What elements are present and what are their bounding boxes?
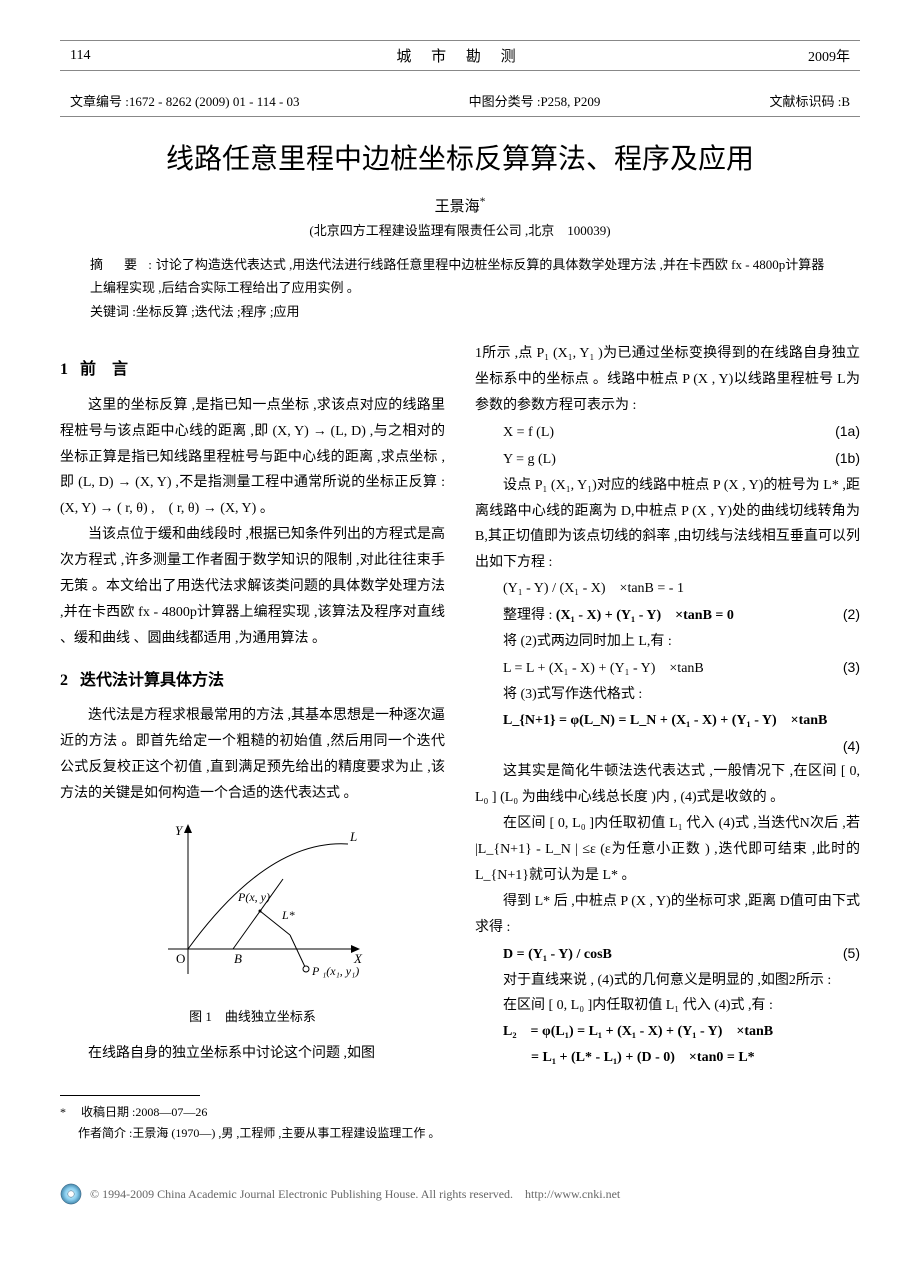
fig-curve-label: L	[349, 829, 357, 844]
eq-1a-num: (1a)	[835, 419, 860, 445]
para-4: 在线路自身的独立坐标系中讨论这个问题 ,如图	[60, 1041, 445, 1067]
received-date: 2008—07—26	[135, 1105, 207, 1119]
eq-4-formula: L_{N+1} = φ(L_N) = L_N + (X₁ - X) + (Y₁ …	[503, 708, 827, 734]
equation-pre2: (Y₁ - Y) / (X₁ - X) ×tanB = - 1	[475, 576, 860, 602]
footnote-separator	[60, 1095, 200, 1096]
section-2-num: 2	[60, 672, 68, 689]
abstract-block: 摘 要 :讨论了构造迭代表达式 ,用迭代法进行线路任意里程中边桩坐标反算的具体数…	[60, 253, 860, 323]
eq-3-formula: L = L + (X₁ - X) + (Y₁ - Y) ×tanB	[503, 656, 704, 682]
cnki-copyright: © 1994-2009 China Academic Journal Elect…	[90, 1185, 620, 1202]
disc-icon	[60, 1183, 82, 1205]
fig-y-label: Y	[175, 823, 184, 838]
author-sup: *	[480, 196, 486, 208]
author-bio-label: 作者简介 :	[78, 1126, 132, 1140]
eq-4-num: (4)	[843, 734, 860, 760]
equation-5: D = (Y₁ - Y) / cosB (5)	[475, 941, 860, 968]
doc-code-label: 文献标识码 :	[769, 94, 841, 109]
publication-year: 2009年	[750, 46, 850, 66]
received-date-label: 收稿日期 :	[81, 1105, 135, 1119]
section-1-num: 1	[60, 361, 68, 378]
abstract-text: 讨论了构造迭代表达式 ,用迭代法进行线路任意里程中边桩坐标反算的具体数学处理方法…	[90, 257, 824, 295]
journal-name: 城 市 勘 测	[170, 45, 750, 66]
section-1-title: 前 言	[80, 361, 128, 378]
keywords-text: 坐标反算 ;迭代法 ;程序 ;应用	[136, 304, 300, 319]
equation-4-num-row: (4)	[475, 734, 860, 760]
article-id-label: 文章编号 :	[70, 94, 129, 109]
equation-3: L = L + (X₁ - X) + (Y₁ - Y) ×tanB (3)	[475, 655, 860, 682]
clc-value: P258, P209	[540, 94, 600, 109]
doc-code: 文献标识码 :B	[769, 91, 850, 110]
equation-6a: L₂ = φ(L₁) = L₁ + (X₁ - X) + (Y₁ - Y) ×t…	[475, 1019, 860, 1045]
eq-1b-formula: Y = g (L)	[503, 447, 556, 473]
eq-pre2-formula: (Y₁ - Y) / (X₁ - X) ×tanB = - 1	[503, 576, 684, 602]
section-2-heading: 2 迭代法计算具体方法	[60, 666, 445, 696]
section-2-title: 迭代法计算具体方法	[80, 672, 224, 689]
page-header: 114 城 市 勘 测 2009年	[60, 40, 860, 71]
para-1: 这里的坐标反算 ,是指已知一点坐标 ,求该点对应的线路里程桩号与该点距中心线的距…	[60, 393, 445, 522]
abstract-label: 摘 要 :	[90, 257, 156, 272]
para-r3: 将 (2)式两边同时加上 L,有 :	[475, 629, 860, 655]
equation-6b: = L₁ + (L* - L₁) + (D - 0) ×tan0 = L*	[475, 1045, 860, 1071]
para-r6: 在区间 [ 0, L₀ ]内任取初值 L₁ 代入 (4)式 ,当迭代N次后 ,若…	[475, 811, 860, 889]
author-bio: 王景海 (1970—) ,男 ,工程师 ,主要从事工程建设监理工作 。	[132, 1126, 440, 1140]
left-column: 1 前 言 这里的坐标反算 ,是指已知一点坐标 ,求该点对应的线路里程桩号与该点距…	[60, 341, 445, 1071]
para-r9: 在区间 [ 0, L₀ ]内任取初值 L₁ 代入 (4)式 ,有 :	[475, 993, 860, 1019]
figure-1-caption: 图 1 曲线独立坐标系	[60, 1005, 445, 1029]
clc-number: 中图分类号 :P258, P209	[469, 91, 601, 110]
author-name: 王景海	[435, 199, 480, 215]
para-r4: 将 (3)式写作迭代格式 :	[475, 682, 860, 708]
figure-1-svg: O Y X L B P(x, y) L* P ₁(x₁, y₁)	[138, 819, 368, 999]
eq-1a-formula: X = f (L)	[503, 420, 554, 446]
para-r2: 设点 P₁ (X₁, Y₁)对应的线路中桩点 P (X , Y)的桩号为 L* …	[475, 473, 860, 577]
equation-2: 整理得 : (X₁ - X) + (Y₁ - Y) ×tanB = 0 (2)	[475, 602, 860, 629]
para-r5: 这其实是简化牛顿法迭代表达式 ,一般情况下 ,在区间 [ 0, L₀ ] (L₀…	[475, 759, 860, 811]
equation-1a: X = f (L) (1a)	[475, 419, 860, 446]
equation-1b: Y = g (L) (1b)	[475, 446, 860, 473]
eq-5-num: (5)	[843, 941, 860, 967]
article-id-value: 1672 - 8262 (2009) 01 - 114 - 03	[129, 94, 300, 109]
affiliation: (北京四方工程建设监理有限责任公司 ,北京 100039)	[60, 220, 860, 239]
para-3: 迭代法是方程求根最常用的方法 ,其基本思想是一种逐次逼近的方法 。即首先给定一个…	[60, 703, 445, 807]
meta-row: 文章编号 :1672 - 8262 (2009) 01 - 114 - 03 中…	[60, 91, 860, 117]
fig-lstar-label: L*	[281, 908, 295, 922]
eq-6a-formula: L₂ = φ(L₁) = L₁ + (X₁ - X) + (Y₁ - Y) ×t…	[503, 1019, 773, 1045]
eq-2-num: (2)	[843, 602, 860, 628]
eq-2-pre: 整理得 :	[503, 608, 552, 623]
figure-1: O Y X L B P(x, y) L* P ₁(x₁, y₁) 图 1 曲线独…	[60, 819, 445, 1029]
para-r7: 得到 L* 后 ,中桩点 P (X , Y)的坐标可求 ,距离 D值可由下式求得…	[475, 889, 860, 941]
keywords-label: 关键词 :	[90, 304, 136, 319]
page-number: 114	[70, 48, 170, 64]
author-line: 王景海*	[60, 195, 860, 216]
para-r1: 1所示 ,点 P₁ (X₁, Y₁ )为已通过坐标变换得到的在线路自身独立坐标系…	[475, 341, 860, 419]
para-2: 当该点位于缓和曲线段时 ,根据已知条件列出的方程式是高次方程式 ,许多测量工作者…	[60, 522, 445, 651]
fig-origin-label: O	[176, 951, 185, 966]
footnote-star: *	[60, 1102, 78, 1122]
fig-b-label: B	[234, 951, 242, 966]
right-column: 1所示 ,点 P₁ (X₁, Y₁ )为已通过坐标变换得到的在线路自身独立坐标系…	[475, 341, 860, 1071]
fig-p1-label: P ₁(x₁, y₁)	[311, 964, 359, 978]
eq-1b-num: (1b)	[835, 446, 860, 472]
fig-p-label: P(x, y)	[237, 890, 270, 904]
eq-5-formula: D = (Y₁ - Y) / cosB	[503, 942, 612, 968]
footnotes: * 收稿日期 :2008—07—26 作者简介 :王景海 (1970—) ,男 …	[60, 1102, 860, 1143]
section-1-heading: 1 前 言	[60, 355, 445, 385]
doc-code-value: B	[841, 94, 850, 109]
para-r8: 对于直线来说 , (4)式的几何意义是明显的 ,如图2所示 :	[475, 968, 860, 994]
eq-3-num: (3)	[843, 655, 860, 681]
eq-2-formula: (X₁ - X) + (Y₁ - Y) ×tanB = 0	[556, 608, 734, 623]
clc-label: 中图分类号 :	[469, 94, 541, 109]
paper-title: 线路任意里程中边桩坐标反算算法、程序及应用	[60, 137, 860, 177]
cnki-footer: © 1994-2009 China Academic Journal Elect…	[0, 1173, 920, 1219]
eq-6b-formula: = L₁ + (L* - L₁) + (D - 0) ×tan0 = L*	[503, 1045, 755, 1071]
article-id: 文章编号 :1672 - 8262 (2009) 01 - 114 - 03	[70, 91, 300, 110]
equation-4: L_{N+1} = φ(L_N) = L_N + (X₁ - X) + (Y₁ …	[475, 708, 860, 734]
